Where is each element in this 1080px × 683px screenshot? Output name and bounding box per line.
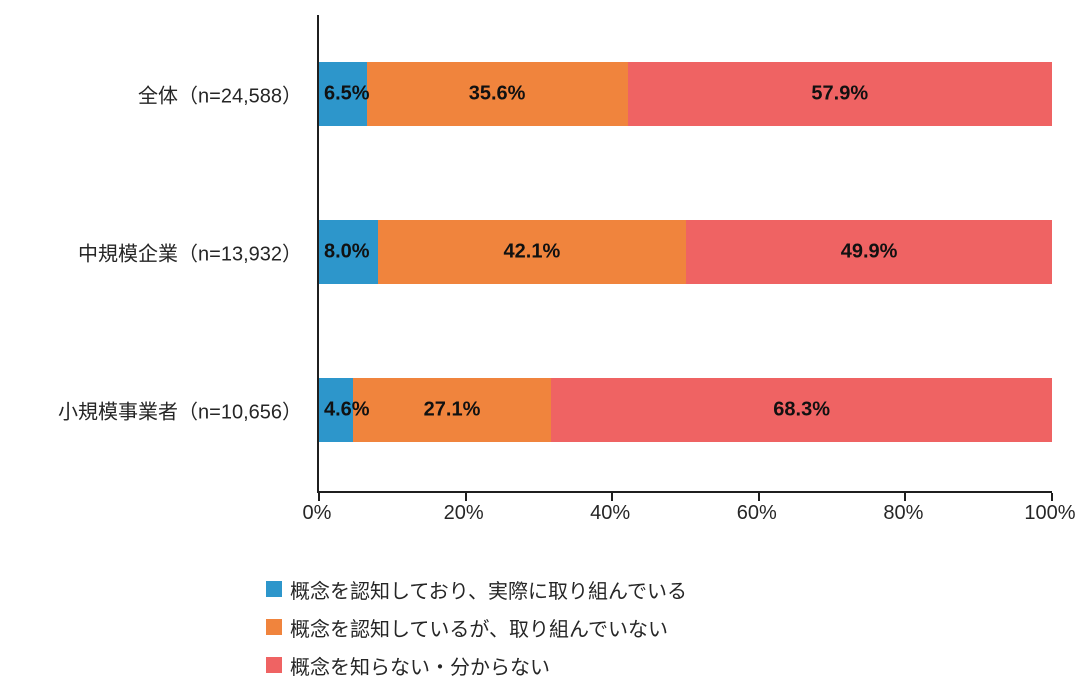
axis-tick [757, 493, 760, 501]
plot-area: 6.5% 35.6% 57.9% 8.0% 42.1% 49.9% 4.6% 27.1% 68.… [317, 15, 1053, 501]
axis-tick-label: 60% [736, 502, 777, 524]
bar-row: 8.0% 42.1% 49.9% [319, 220, 1052, 284]
legend-item: 概念を知らない・分からない [266, 652, 687, 679]
data-label: 68.3% [773, 398, 831, 421]
axis-tick-label: 80% [883, 502, 924, 524]
bar-segment: 68.3% [551, 378, 1052, 442]
axis-tick [611, 493, 614, 501]
legend-label: 概念を知らない・分からない [290, 656, 550, 679]
category-label: 中規模企業（n=13,932） [78, 243, 302, 266]
legend-item: 概念を認知しており、実際に取り組んでいる [266, 576, 687, 603]
legend-label: 概念を認知しており、実際に取り組んでいる [290, 580, 687, 603]
category-label: 小規模事業者（n=10,656） [58, 401, 302, 424]
legend-swatch-red-icon [266, 657, 282, 673]
axis-tick-label: 20% [443, 502, 484, 524]
bar-segment: 4.6% [319, 378, 370, 442]
category-label: 全体（n=24,588） [138, 85, 302, 108]
bar-segment: 42.1% [377, 220, 687, 284]
data-label: 57.9% [811, 82, 869, 105]
data-label: 42.1% [503, 240, 561, 263]
bar-row: 4.6% 27.1% 68.3% [319, 378, 1052, 442]
bar-segment: 49.9% [686, 220, 1052, 284]
legend-item: 概念を認知しているが、取り組んでいない [266, 614, 687, 641]
axis-tick [318, 493, 320, 501]
data-label: 49.9% [840, 240, 898, 263]
data-label: 4.6% [324, 398, 370, 421]
bar-segment: 35.6% [366, 62, 628, 126]
bar-segment: 27.1% [352, 378, 552, 442]
data-label: 8.0% [324, 240, 370, 263]
legend-swatch-blue-icon [266, 581, 282, 597]
legend-swatch-orange-icon [266, 619, 282, 635]
legend-label: 概念を認知しているが、取り組んでいない [290, 618, 668, 641]
legend: 概念を認知しており、実際に取り組んでいる 概念を認知しているが、取り組んでいない… [266, 576, 687, 679]
bar-segment: 8.0% [319, 220, 378, 284]
bar-segment: 6.5% [319, 62, 370, 126]
axis-tick [1051, 493, 1053, 501]
data-label: 6.5% [324, 82, 370, 105]
data-label: 35.6% [468, 82, 526, 105]
axis-tick-label: 100% [1024, 502, 1076, 524]
axis-tick-label: 0% [302, 502, 332, 524]
axis-tick-label: 40% [590, 502, 631, 524]
bar-segment: 57.9% [627, 62, 1052, 126]
axis-tick [904, 493, 907, 501]
bar-row: 6.5% 35.6% 57.9% [319, 62, 1052, 126]
axis-tick [464, 493, 467, 501]
data-label: 27.1% [423, 398, 481, 421]
